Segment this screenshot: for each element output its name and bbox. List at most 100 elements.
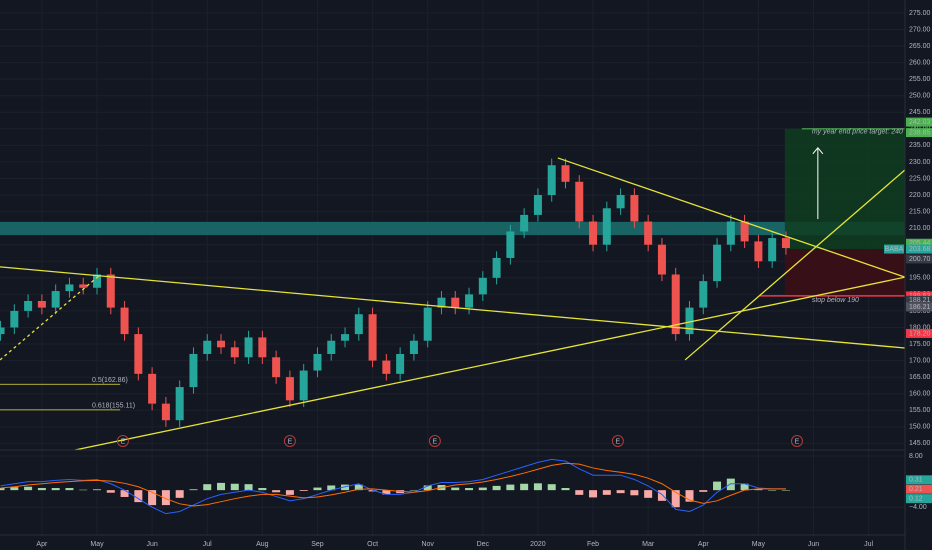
macd-histogram-bar [0, 488, 5, 491]
candle-body [409, 340, 418, 354]
macd-histogram-bar [161, 490, 170, 506]
fib-label: 0.5(162.86) [92, 377, 128, 384]
candle-body [93, 274, 102, 288]
candle-body [465, 294, 474, 308]
trendline [557, 157, 906, 278]
x-tick-label: May [90, 541, 104, 548]
earnings-marker [611, 435, 624, 447]
macd-histogram-bar [354, 484, 363, 491]
candle-body [10, 310, 19, 328]
macd-label: 0.21 [909, 486, 923, 493]
earnings-label: E [288, 438, 293, 445]
macd-histogram-bar [533, 483, 542, 491]
candle-body [354, 314, 363, 335]
y-tick-label: 235.00 [909, 142, 931, 149]
macd-histogram-bar [341, 484, 350, 491]
macd-histogram-bar [51, 488, 60, 491]
macd-histogram-bar [230, 483, 239, 491]
x-tick-label: Aug [256, 541, 269, 548]
macd-histogram-bar [726, 478, 735, 491]
x-tick-label: May [752, 541, 766, 548]
y-tick-label: 230.00 [909, 159, 931, 166]
x-tick-label: Jun [146, 541, 157, 548]
macd-histogram-bar [630, 490, 639, 496]
price-label-box [906, 244, 932, 254]
y-tick-label: 180.00 [909, 324, 931, 331]
macd-histogram-bar [602, 490, 611, 495]
macd-histogram-bar [740, 483, 749, 491]
candle-body [37, 300, 46, 308]
candle-body [492, 257, 501, 278]
candle-body [657, 244, 666, 275]
trendline [74, 276, 906, 451]
resistance-zone [0, 221, 905, 236]
macd-histogram-bar [327, 485, 336, 491]
y-tick-label: 155.00 [909, 407, 931, 414]
macd-histogram-bar [616, 490, 625, 494]
earnings-marker [790, 435, 803, 447]
arrow-head [812, 147, 824, 155]
candle-body [134, 334, 143, 374]
candle-body [740, 221, 749, 242]
x-tick-label: Jul [864, 541, 873, 548]
price-label: 186.21 [909, 304, 931, 311]
candle-body [230, 347, 239, 358]
candle-body [478, 277, 487, 295]
x-tick-label: Jun [808, 541, 819, 548]
macd-histogram-bar [713, 481, 722, 491]
plot: my year end price target: 240 stop below … [0, 128, 906, 515]
macd-histogram-bar [368, 490, 377, 492]
y-tick-label: 220.00 [909, 192, 931, 199]
trendline [684, 169, 906, 361]
candle-body [768, 238, 777, 262]
macd-histogram-bar [547, 484, 556, 491]
earnings-label: E [795, 438, 800, 445]
macd-histogram-bar [106, 490, 115, 493]
earnings-label: E [616, 438, 621, 445]
trendline [0, 274, 101, 361]
candle-body [382, 360, 391, 374]
price-label-box [906, 328, 932, 338]
macd-histogram-bar [285, 490, 294, 495]
macd-histogram-bar [65, 488, 74, 491]
price-label: 200.70 [909, 256, 931, 263]
candle-body [699, 281, 708, 308]
y-tick-label: 255.00 [909, 76, 931, 83]
macd-histogram-bar [217, 482, 226, 491]
y-tick-label: 150.00 [909, 424, 931, 431]
macd-histogram-bar [561, 488, 570, 491]
candle-body [299, 370, 308, 401]
price-label: 188.21 [909, 297, 931, 304]
candle-body [726, 221, 735, 245]
y-tick-label: 250.00 [909, 93, 931, 100]
price-label: 178.20 [909, 330, 931, 337]
x-tick-label: Nov [421, 541, 434, 548]
macd-histogram-bar [299, 490, 308, 492]
macd-histogram-bar [382, 490, 391, 495]
candle-body [175, 387, 184, 421]
symbol-box [884, 244, 904, 254]
candle-body [65, 284, 74, 292]
candle-body [589, 221, 598, 245]
macd-histogram-bar [10, 487, 19, 491]
y-tick-label: 175.00 [909, 341, 931, 348]
price-label: 203.68 [909, 246, 931, 253]
macd-histogram-bar [699, 490, 708, 492]
macd-histogram-bar [244, 484, 253, 491]
macd-histogram-bar [148, 490, 157, 506]
candle-body [327, 340, 336, 354]
price-label-box [906, 238, 932, 248]
macd-label-box [906, 494, 932, 504]
candle-body [685, 307, 694, 335]
macd-histogram-bar [589, 490, 598, 498]
candle-body [341, 334, 350, 341]
candle-body [148, 373, 157, 404]
macd-line [0, 458, 786, 515]
price-label: 205.44 [909, 240, 931, 247]
macd-histogram-bar [134, 490, 143, 503]
macd-histogram-bar [258, 488, 267, 491]
candle-body [616, 195, 625, 209]
candle-body [575, 181, 584, 222]
y-tick-label: 225.00 [909, 175, 931, 182]
